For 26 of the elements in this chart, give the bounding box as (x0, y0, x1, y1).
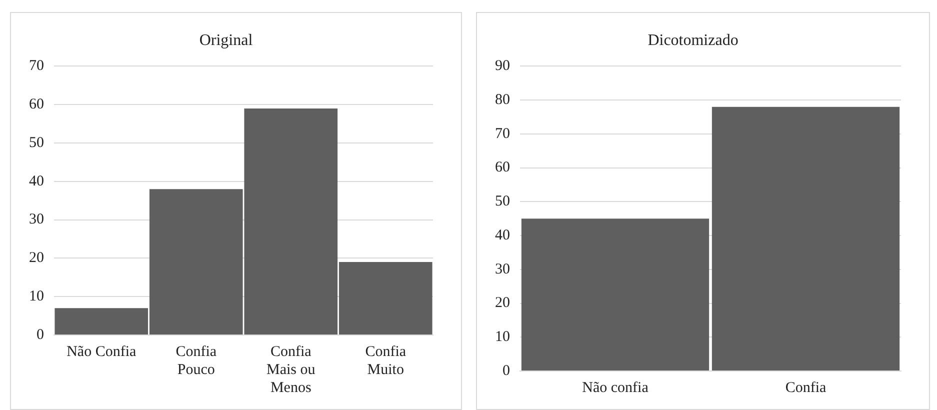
y-tick-label: 90 (495, 58, 510, 74)
y-tick-label: 30 (495, 261, 510, 278)
x-tick-label: Confia Mais ou Menos (266, 344, 316, 396)
y-tick-label: 20 (29, 250, 44, 266)
y-tick-label: 0 (36, 326, 44, 343)
y-tick-label: 50 (495, 194, 510, 210)
y-tick-label: 40 (495, 227, 510, 244)
x-tick-label: Confia Pouco (176, 344, 217, 378)
y-tick-label: 30 (29, 212, 44, 228)
chart-title: Original (199, 32, 254, 49)
y-tick-label: 20 (495, 295, 510, 312)
y-tick-label: 0 (502, 362, 510, 379)
x-tick-label: Confia Muito (365, 344, 406, 378)
x-tick-label: Confia (785, 380, 827, 396)
x-tick-label: Não Confia (66, 344, 136, 360)
y-tick-label: 70 (495, 126, 510, 142)
chart-title: Dicotomizado (648, 32, 738, 49)
y-tick-label: 50 (29, 134, 44, 151)
y-tick-label: 60 (495, 160, 510, 176)
y-tick-label: 40 (29, 173, 44, 190)
y-tick-label: 60 (29, 96, 44, 113)
y-tick-label: 10 (29, 288, 44, 305)
y-tick-label: 10 (495, 329, 510, 346)
y-tick-label: 80 (495, 92, 510, 108)
y-tick-label: 70 (29, 58, 44, 74)
x-tick-label: Não confia (582, 380, 649, 396)
